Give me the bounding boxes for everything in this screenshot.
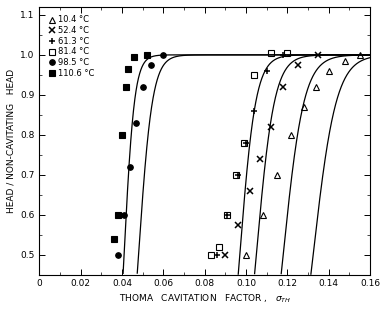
X-axis label: THOMA   CAVITATION   FACTOR ,   $\sigma_{TH}$: THOMA CAVITATION FACTOR , $\sigma_{TH}$ [118,293,291,305]
Y-axis label: HEAD / NON-CAVITATING   HEAD: HEAD / NON-CAVITATING HEAD [7,69,16,213]
Legend: 10.4 °C, 52.4 °C, 61.3 °C, 81.4 °C, 98.5 °C, 110.6 °C: 10.4 °C, 52.4 °C, 61.3 °C, 81.4 °C, 98.5… [47,14,96,80]
